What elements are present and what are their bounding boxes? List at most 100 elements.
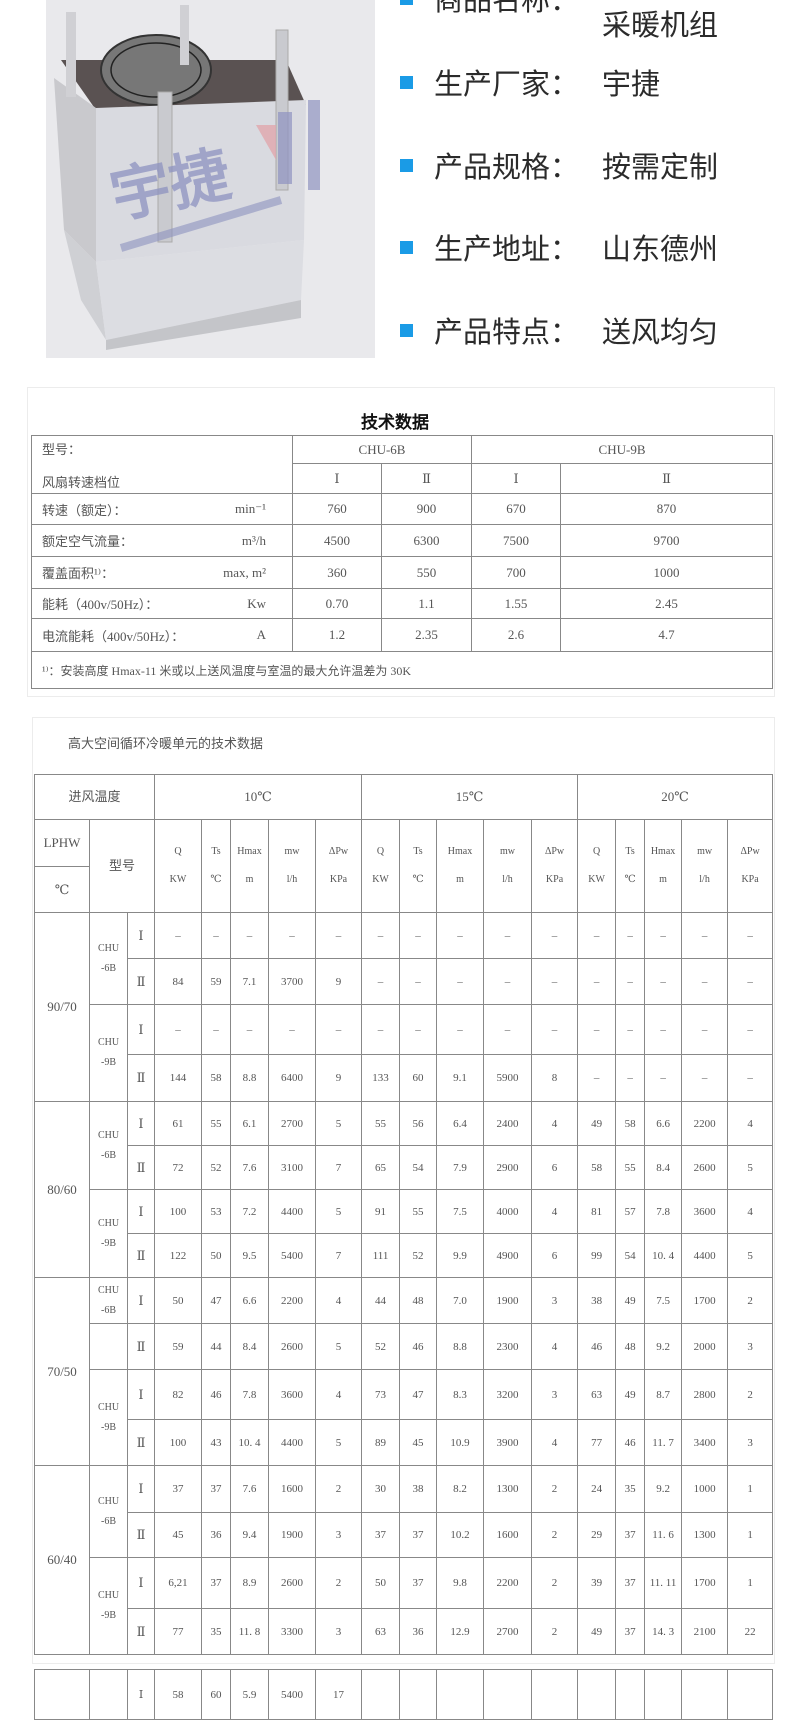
value-cell: 52 xyxy=(399,1233,438,1278)
value-cell: 3300 xyxy=(268,1608,316,1655)
table-row: CHU -9B Ⅰ 6,21 37 8.9 2600 2 50 37 9.8 2200 2 39 37 11.… xyxy=(35,1557,774,1655)
speed-cell: Ⅰ xyxy=(127,1189,155,1234)
value-cell: 63 xyxy=(577,1369,617,1420)
model-text: -9B xyxy=(101,1057,116,1068)
value-cell: – xyxy=(615,1004,646,1055)
spec-item-address: 生产地址： 山东德州 xyxy=(400,227,718,267)
table-row: Ⅱ 72 52 7.6 3100 7 65 54 7.9 2900 6 58 55 8.4 2600 5 xyxy=(35,1145,774,1190)
value-cell: 35 xyxy=(201,1608,231,1655)
value-cell: 49 xyxy=(577,1101,617,1146)
value-cell: 1700 xyxy=(681,1557,729,1609)
column-unit: KW xyxy=(372,874,389,885)
value-cell: 2700 xyxy=(268,1101,316,1146)
value-cell: 6.1 xyxy=(230,1101,269,1146)
column-header: Ts ℃ xyxy=(399,819,438,913)
bullet-icon xyxy=(400,323,413,337)
value-cell: 57 xyxy=(615,1189,646,1234)
row-label: 覆盖面积¹⁾： max, m² xyxy=(31,556,293,589)
value-cell: 38 xyxy=(577,1277,617,1324)
value-cell: 77 xyxy=(154,1608,202,1655)
value-cell: 35 xyxy=(615,1465,646,1513)
value-cell: 10.9 xyxy=(436,1419,485,1466)
value-cell: 37 xyxy=(615,1512,646,1558)
value-cell: 58 xyxy=(201,1054,231,1102)
value-cell: 700 xyxy=(471,556,562,589)
table-row: 额定空气流量： m³/h 4500 6300 7500 9700 xyxy=(31,524,774,557)
value-cell: 37 xyxy=(615,1557,646,1609)
value-cell: – xyxy=(268,912,316,959)
value-cell: – xyxy=(483,1004,533,1055)
value-cell: 30 xyxy=(361,1465,401,1513)
model-header-cell: 型号： 风扇转速档位 xyxy=(31,435,293,494)
value-cell: 3 xyxy=(314,1512,363,1558)
value-cell: – xyxy=(314,912,363,959)
value-cell: 58 xyxy=(154,1669,202,1720)
table-row: 覆盖面积¹⁾： max, m² 360 550 700 1000 xyxy=(31,556,774,589)
value-cell: 65 xyxy=(361,1145,401,1190)
column-header: ΔPw KPa xyxy=(314,819,363,913)
inlet-temp-label: 进风温度 xyxy=(34,774,155,820)
model-text: -6B xyxy=(101,1304,116,1316)
value-cell: 3 xyxy=(727,1323,774,1370)
value-cell: – xyxy=(577,1004,617,1055)
column-header: mw l/h xyxy=(681,819,729,913)
model-text: -6B xyxy=(101,1149,116,1161)
value-cell: – xyxy=(361,912,401,959)
value-cell: 77 xyxy=(577,1419,617,1466)
model-text: -6B xyxy=(101,962,116,974)
bullet-icon xyxy=(400,75,413,89)
speed-cell: Ⅱ xyxy=(380,463,473,494)
speed-cell: Ⅰ xyxy=(292,463,382,494)
model-group: CHU -6B xyxy=(89,1277,128,1324)
tech-data-table: 型号： 风扇转速档位 CHU-6B CHU-9B Ⅰ Ⅱ Ⅰ Ⅱ 转速（额定）： min⁻¹ 760… xyxy=(30,435,774,689)
value-cell: 60 xyxy=(399,1054,438,1102)
table-row: CHU -9B Ⅰ 100 53 7.2 4400 5 91 55 7.5 4000 4 81 57 7.8 3… xyxy=(35,1189,774,1278)
lphw-group: 90/70 xyxy=(34,912,90,1102)
value-cell: 1300 xyxy=(681,1512,729,1558)
spec-label: 生产厂家： xyxy=(434,67,580,101)
value-cell: 52 xyxy=(361,1323,401,1370)
spec-item-manufacturer: 生产厂家： 宇捷 xyxy=(400,62,660,102)
value-cell: 37 xyxy=(615,1608,646,1655)
value-cell: 9.8 xyxy=(436,1557,485,1609)
model-cell: CHU-6B xyxy=(291,435,473,464)
column-unit: m xyxy=(245,874,254,885)
value-cell: 49 xyxy=(615,1369,646,1420)
speed-cell: Ⅱ xyxy=(127,1054,155,1102)
value-cell: 6400 xyxy=(268,1054,316,1102)
value-cell: – xyxy=(644,1054,683,1102)
speed-cell: Ⅱ xyxy=(127,1233,155,1278)
value-cell: 2 xyxy=(727,1277,774,1324)
value-cell: 2.35 xyxy=(380,618,473,652)
column-header: mw l/h xyxy=(483,819,533,913)
row-label-text: 能耗（400v/50Hz）： xyxy=(42,597,159,612)
value-cell: 4900 xyxy=(483,1233,533,1278)
speed-cell: Ⅰ xyxy=(127,1004,155,1055)
value-cell: 1.2 xyxy=(292,618,382,652)
value-cell: 2700 xyxy=(483,1608,533,1655)
value-cell: 1000 xyxy=(681,1465,729,1513)
value-cell: 47 xyxy=(399,1369,438,1420)
speed-cell: Ⅱ xyxy=(127,1323,155,1370)
value-cell xyxy=(727,1669,773,1720)
value-cell: 3700 xyxy=(268,958,316,1005)
spec-item-specification: 产品规格： 按需定制 xyxy=(400,145,718,185)
value-cell xyxy=(361,1669,400,1720)
value-cell: 50 xyxy=(154,1277,202,1324)
value-cell: – xyxy=(615,958,646,1005)
value-cell: 37 xyxy=(399,1557,438,1609)
value-cell xyxy=(399,1669,437,1720)
value-cell: 2200 xyxy=(483,1557,533,1609)
value-cell: 9 xyxy=(314,1054,363,1102)
footnote: ¹⁾：安装高度 Hmax-11 米或以上送风温度与室温的最大允许温差为 30K xyxy=(30,651,774,689)
value-cell: 870 xyxy=(560,493,774,525)
spec-value: 按需定制 xyxy=(602,150,719,184)
table-row: Ⅱ 144 58 8.8 6400 9 133 60 9.1 5900 8– – – – – xyxy=(35,1054,774,1102)
value-cell: 1900 xyxy=(483,1277,533,1324)
table-row: Ⅱ 45 36 9.4 1900 3 37 37 10.2 1600 2 29 37 11. 6 1300 1 xyxy=(35,1512,774,1558)
value-cell: – xyxy=(230,912,269,959)
tech-data-panel xyxy=(27,387,775,697)
model-group xyxy=(89,1669,128,1720)
value-cell: – xyxy=(615,912,646,959)
header-row: 进风温度 10℃ 15℃ 20℃ xyxy=(34,774,774,820)
